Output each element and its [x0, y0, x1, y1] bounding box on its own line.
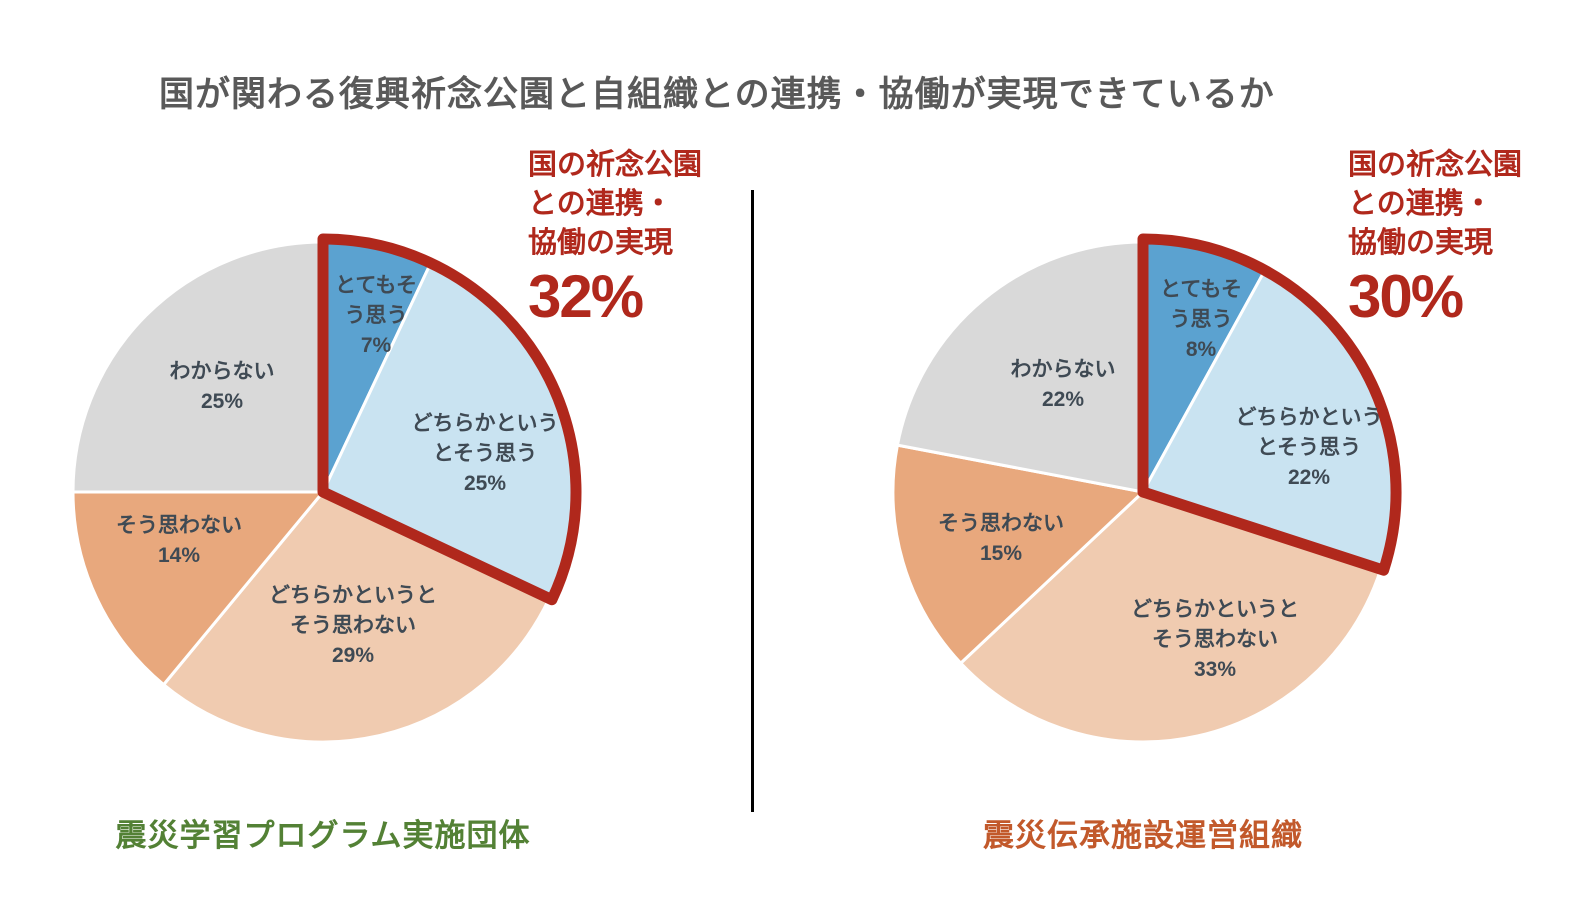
pie-chart-left-svg: [71, 233, 582, 744]
pie-slice-1-4: [895, 240, 1145, 494]
highlight-wedge-outline: [317, 233, 582, 606]
pie-chart-right: とてもそ う思う 8% どちらかという とそう思う 22% どちらかというと そう思わない 33…: [873, 149, 1522, 853]
pie-slice-0-3: [71, 490, 325, 687]
divider-line: [751, 190, 754, 812]
highlight-annotation-label: 国の祈念公園 との連携・ 協働の実現: [1348, 149, 1523, 259]
highlight-annotation: 国の祈念公園 との連携・ 協働の実現 30%: [1348, 146, 1522, 327]
highlight-wedge-outline: [1137, 233, 1402, 576]
highlight-annotation-value: 30%: [1348, 263, 1464, 330]
highlight-annotation: 国の祈念公園 との連携・ 協働の実現 32%: [528, 146, 702, 327]
pie-slice-1-3: [891, 443, 1145, 665]
pie-slice-0-4: [71, 240, 325, 494]
page-title: 国が関わる復興祈念公園と自組織との連携・協働が実現できているか: [159, 75, 1275, 114]
highlight-annotation-value: 32%: [528, 263, 644, 330]
chart-caption-left: 震災学習プログラム実施団体: [115, 818, 531, 853]
pie-chart-left: とてもそ う思う 7% どちらかという とそう思う 25% どちらかというと そう思わない 29…: [53, 149, 702, 853]
chart-caption-right: 震災伝承施設運営組織: [983, 818, 1303, 853]
pie-slice-1-2: [959, 490, 1383, 744]
pie-chart-right-svg: [891, 233, 1402, 744]
highlight-annotation-label: 国の祈念公園 との連携・ 協働の実現: [528, 149, 703, 259]
